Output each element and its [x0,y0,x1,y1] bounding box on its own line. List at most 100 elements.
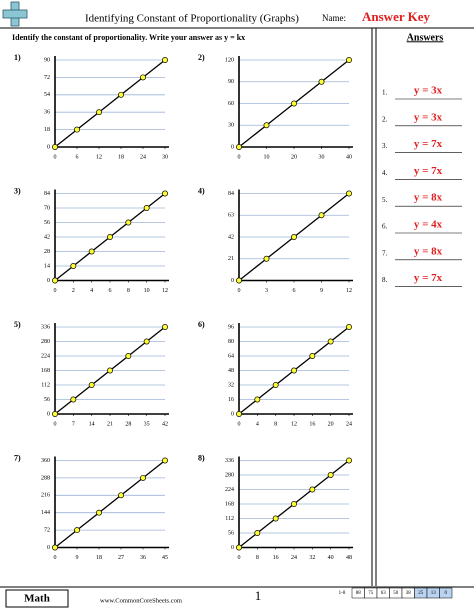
x-tick-label: 18 [118,154,124,160]
data-point [318,212,325,219]
y-tick-label: 64 [228,353,234,359]
y-tick-label: 84 [44,191,50,197]
data-point [318,78,325,85]
x-tick-label: 6 [293,288,296,294]
x-tick-label: 8 [127,288,130,294]
data-point [74,126,80,133]
data-point [254,396,261,403]
data-point [309,353,316,359]
x-tick-label: 9 [320,288,323,294]
answer-number: 6. [382,223,388,231]
answer-number: 7. [382,249,388,257]
x-tick-label: 8 [256,555,259,561]
x-tick-label: 4 [256,421,259,427]
y-tick-label: 168 [41,368,50,374]
y-tick-label: 18 [44,127,50,133]
data-point [162,457,168,464]
x-tick-label: 24 [291,555,297,561]
title: Identifying Constant of Proportionality … [85,13,299,25]
x-tick-label: 30 [319,154,325,160]
answer: y = 7x [414,272,443,284]
data-point [327,472,334,478]
score-box [439,587,453,599]
y-tick-label: 360 [41,458,50,464]
y-tick-label: 168 [225,501,234,507]
x-tick-label: 12 [291,421,297,427]
data-point [291,501,297,507]
x-tick-label: 12 [162,288,168,294]
data-point [143,205,150,211]
answer: y = 8x [414,192,443,204]
y-tick-label: 336 [225,458,234,464]
y-tick-label: 0 [231,411,234,417]
x-tick-label: 20 [291,154,297,160]
y-tick-label: 0 [231,278,234,284]
y-tick-label: 288 [41,475,50,481]
y-tick-label: 70 [44,205,50,211]
y-tick-label: 14 [44,263,50,269]
score: 75 [368,591,374,596]
data-point [140,474,146,481]
score: 50 [393,591,399,596]
x-tick-label: 0 [238,288,241,294]
x-tick-label: 40 [346,154,352,160]
answer: y = 3x [414,85,443,97]
y-tick-label: 144 [41,510,50,516]
x-tick-label: 4 [90,288,93,294]
data-point [236,411,242,417]
problem-label: 8) [198,453,205,462]
y-tick-label: 90 [44,57,50,63]
x-tick-label: 9 [76,555,79,561]
data-point [236,144,242,150]
x-tick-label: 0 [238,154,241,160]
data-point [96,509,102,516]
x-tick-label: 36 [140,555,146,561]
data-point [291,234,297,240]
answer-number: 5. [382,196,388,204]
x-tick-label: 24 [140,154,146,160]
y-tick-label: 84 [228,191,234,197]
data-point [346,190,352,197]
problem-label: 4) [198,186,205,195]
subject-box [5,589,69,608]
data-point [346,324,352,330]
x-tick-label: 2 [72,288,75,294]
data-point [88,382,95,388]
x-tick-label: 40 [328,555,334,561]
problem-label: 5) [14,320,21,329]
data-point [327,338,334,345]
score: 13 [431,591,437,596]
data-point [272,382,279,388]
y-tick-label: 336 [41,324,50,330]
y-tick-label: 72 [44,527,50,533]
score: 25 [418,591,424,596]
data-point [162,57,168,63]
data-point [272,515,279,522]
y-tick-label: 42 [44,234,50,240]
data-point [52,411,58,417]
answer: y = 4x [414,219,443,231]
answer: y = 7x [414,165,443,177]
x-tick-label: 0 [54,555,57,561]
data-point [291,367,297,374]
y-tick-label: 72 [44,75,50,81]
y-tick-label: 216 [41,493,50,499]
problem-label: 3) [14,186,21,195]
y-tick-label: 21 [228,256,234,262]
x-tick-label: 27 [118,555,124,561]
data-point [74,527,80,534]
data-line [54,459,166,549]
x-tick-label: 28 [125,421,131,427]
answer: y = 3x [414,111,443,123]
y-tick-label: 280 [41,339,50,345]
data-point [162,190,168,197]
y-tick-label: 96 [228,324,234,330]
x-tick-label: 0 [54,421,57,427]
x-tick-label: 3 [265,288,268,294]
x-tick-label: 12 [346,288,352,294]
data-point [118,91,124,98]
x-tick-label: 18 [96,555,102,561]
data-point [125,219,132,226]
y-tick-label: 80 [228,339,234,345]
